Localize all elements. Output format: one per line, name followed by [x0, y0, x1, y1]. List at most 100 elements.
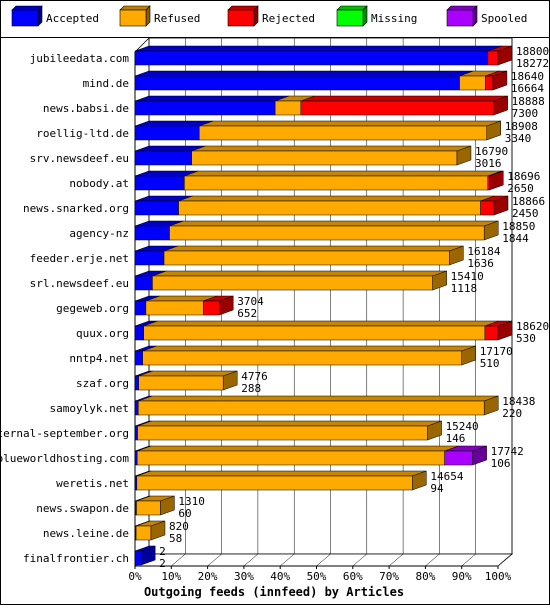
- bar-side-face: [489, 170, 504, 191]
- bar-front-face: [135, 525, 152, 541]
- x-axis-label: Outgoing feeds (innfeed) by Articles: [144, 585, 404, 599]
- bar-side-face: [432, 270, 447, 291]
- bar-segment-refused: [138, 395, 499, 416]
- bar-front-face: [134, 475, 138, 491]
- bar-segment-refused: [135, 520, 166, 541]
- offered-value-label: 16790: [475, 145, 508, 158]
- grid-floor-line: [243, 553, 259, 567]
- bar-top-face: [134, 45, 502, 52]
- bar-row-agency-nz: [134, 220, 499, 241]
- bar-segment-refused: [143, 320, 500, 341]
- bar-front-face: [134, 375, 139, 391]
- bar-segment-refused: [142, 345, 476, 366]
- bar-front-face: [152, 275, 433, 291]
- bar-segment-rejected: [300, 95, 508, 116]
- bar-segment-refused: [152, 270, 447, 291]
- bars: [134, 45, 513, 566]
- grid-floor-line: [207, 553, 222, 567]
- bar-row-nobody-at: [134, 170, 504, 191]
- bar-side-face: [483, 220, 499, 241]
- category-label: quux.org: [76, 327, 129, 340]
- bar-top-face: [199, 120, 501, 127]
- accepted-value-label: 530: [516, 332, 536, 345]
- accepted-value-label: 220: [502, 407, 522, 420]
- x-tick-label: 90%: [452, 570, 472, 583]
- accepted-value-label: 510: [480, 357, 500, 370]
- bar-segment-refused: [136, 445, 459, 466]
- grid-floor-line: [316, 553, 331, 567]
- accepted-value-label: 2450: [512, 207, 539, 220]
- bar-segment-refused: [184, 170, 502, 191]
- bar-side-face: [150, 520, 166, 541]
- bar-top-face: [143, 320, 500, 327]
- bar-segment-refused: [191, 145, 472, 166]
- bar-top-face: [134, 95, 290, 102]
- bar-segment-refused: [137, 420, 442, 441]
- offered-value-label: 17170: [480, 345, 513, 358]
- legend-item-missing: Missing: [336, 5, 417, 27]
- bar-segment-rejected: [484, 320, 513, 341]
- bar-segment-rejected: [202, 295, 234, 316]
- accepted-value-label: 1118: [451, 282, 478, 295]
- x-tick-label: 100%: [485, 570, 512, 583]
- bar-segment-spooled: [444, 445, 487, 466]
- bar-front-face: [136, 500, 161, 516]
- offered-value-label: 820: [169, 520, 189, 533]
- accepted-value-label: 18272: [516, 57, 549, 70]
- offered-value-label: 17742: [491, 445, 524, 458]
- bar-row-srv-newsdeef-eu: [134, 145, 472, 166]
- offered-value-label: 18438: [502, 395, 535, 408]
- offered-value-label: 2: [159, 545, 166, 558]
- bar-front-face: [487, 50, 499, 66]
- accepted-value-label: 16664: [511, 82, 544, 95]
- bar-front-face: [134, 50, 489, 66]
- bar-side-face: [497, 45, 513, 66]
- bar-front-face: [134, 450, 138, 466]
- bar-top-face: [136, 470, 427, 477]
- legend-swatch-top: [227, 5, 259, 11]
- legend-swatch: [11, 9, 39, 27]
- bar-segment-refused: [163, 245, 464, 266]
- bar-row-jubileedata-com: [134, 45, 513, 66]
- bar-segment-refused: [136, 495, 175, 516]
- accepted-value-label: 146: [446, 432, 466, 445]
- bar-front-face: [134, 425, 138, 441]
- bar-front-face: [134, 300, 147, 316]
- bar-front-face: [137, 425, 428, 441]
- bar-front-face: [300, 100, 494, 116]
- accepted-value-label: 106: [491, 457, 511, 470]
- category-label: news.babsi.de: [43, 102, 129, 115]
- bar-front-face: [138, 375, 224, 391]
- offered-value-label: 18620: [516, 320, 549, 333]
- bar-top-face: [138, 370, 238, 377]
- bar-top-face: [137, 445, 459, 452]
- x-tick-label: 0%: [128, 570, 142, 583]
- legend-swatch-top: [119, 5, 151, 11]
- category-label: samoylyk.net: [50, 402, 129, 415]
- bar-side-face: [140, 545, 156, 566]
- legend-swatch-side: [37, 5, 43, 27]
- bar-front-face: [202, 300, 220, 316]
- legend-item-spooled: Spooled: [446, 5, 527, 27]
- accepted-value-label: 58: [169, 532, 182, 545]
- category-label: gegeweb.org: [56, 302, 129, 315]
- accepted-value-label: 2650: [507, 182, 533, 195]
- grid-floor-line: [171, 553, 186, 567]
- category-label: blueworldhosting.com: [0, 452, 129, 465]
- category-label: news.snarked.org: [23, 202, 129, 215]
- offered-value-label: 4776: [241, 370, 267, 383]
- grid-floor-line: [461, 553, 476, 567]
- bar-top-face: [142, 345, 476, 352]
- bar-segment-refused: [138, 370, 238, 391]
- grid-floor-line: [352, 553, 367, 567]
- bar-side-face: [493, 195, 509, 216]
- bar-row-feeder-erje-net: [134, 245, 464, 266]
- bar-front-face: [191, 150, 458, 166]
- bar-segment-refused: [169, 220, 499, 241]
- bar-side-face: [483, 395, 499, 416]
- bar-side-face: [449, 245, 464, 266]
- offered-value-label: 15410: [451, 270, 484, 283]
- bar-front-face: [134, 150, 192, 166]
- offered-value-label: 14654: [430, 470, 463, 483]
